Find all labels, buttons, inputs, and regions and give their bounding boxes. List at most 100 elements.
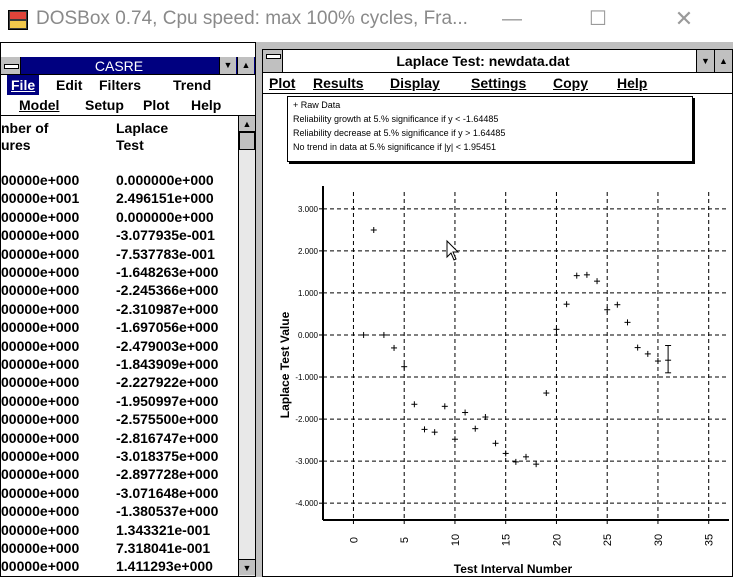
casre-titlebar[interactable]: CASRE ▼ ▲ [1, 57, 255, 75]
system-menu-icon[interactable] [1, 57, 21, 74]
menu-trend[interactable]: Trend [173, 77, 212, 93]
failure-count-cell: 00000e+001 [1, 190, 80, 207]
menu-plot[interactable]: Plot [269, 75, 296, 91]
x-tick-label: 15 [501, 534, 513, 546]
scroll-up-icon[interactable]: ▲ [239, 116, 255, 132]
laplace-value-cell: -3.018375e+000 [116, 448, 219, 464]
laplace-menubar: Plot Results Display Settings Copy Help [263, 73, 732, 94]
data-point [401, 363, 408, 370]
laplace-value-cell: -2.897728e+000 [116, 466, 219, 483]
x-tick-label: 0 [348, 537, 360, 543]
failure-count-cell: 00000e+000 [1, 300, 80, 317]
failure-count-cell: 00000e+000 [1, 282, 80, 299]
menu-filters[interactable]: Filters [99, 77, 142, 93]
laplace-value-cell: 0.000000e+000 [116, 172, 214, 188]
laplace-title: Laplace Test: newdata.dat [396, 53, 570, 69]
data-point [634, 344, 641, 351]
failure-count-cell: 00000e+000 [1, 245, 80, 262]
data-point [391, 344, 398, 351]
casre-vertical-scrollbar[interactable]: ▲ ▼ [238, 116, 255, 576]
laplace-window: Laplace Test: newdata.dat ▼ ▲ Plot Resul… [262, 49, 733, 577]
close-icon[interactable]: ✕ [674, 6, 694, 31]
data-point [644, 350, 651, 357]
casre-menubar-row1: File Edit Filters Trend [1, 75, 255, 95]
y-tick-label: 3.000 [298, 205, 319, 214]
chart-ticks: 3.000 2.000 1.000 0.000 -1.000 -2.000 -3.000 -4… [295, 205, 715, 546]
menu-file[interactable]: File [7, 75, 40, 95]
failure-count-cell: 00000e+000 [1, 466, 80, 483]
y-tick-label: -1.000 [295, 373, 318, 382]
failure-count-cell: 00000e+000 [1, 558, 80, 575]
chart-legend: + Raw Data Reliability growth at 5.% sig… [287, 96, 693, 162]
mouse-cursor-icon [446, 239, 460, 261]
failure-count-cell: 00000e+000 [1, 448, 80, 464]
laplace-value-cell: 2.496151e+000 [116, 190, 214, 207]
minimize-button[interactable]: ▼ [696, 50, 714, 72]
failure-count-cell: 00000e+000 [1, 172, 80, 188]
laplace-value-cell: 0.000000e+000 [116, 208, 214, 225]
dosbox-icon[interactable] [8, 10, 28, 30]
laplace-value-cell: -2.310987e+000 [116, 300, 219, 317]
data-point [431, 429, 438, 436]
failure-count-cell: 00000e+000 [1, 484, 80, 501]
data-point [380, 331, 387, 338]
y-tick-label: -2.000 [295, 415, 318, 424]
laplace-value-cell: -3.077935e-001 [116, 227, 215, 244]
x-tick-label: 25 [602, 534, 614, 546]
menu-plot[interactable]: Plot [143, 97, 170, 113]
y-axis-label: Laplace Test Value [278, 311, 292, 418]
failure-count-cell: 00000e+000 [1, 392, 80, 409]
maximize-button[interactable]: ▲ [237, 57, 254, 74]
x-tick-label: 35 [704, 534, 716, 546]
failure-count-cell: 00000e+000 [1, 411, 80, 428]
data-point [614, 301, 621, 308]
legend-growth: Reliability growth at 5.% significance i… [293, 114, 499, 124]
menu-help[interactable]: Help [617, 75, 648, 91]
laplace-value-cell: -1.648263e+000 [116, 264, 219, 280]
menu-copy[interactable]: Copy [553, 75, 588, 91]
menu-settings[interactable]: Settings [471, 75, 527, 91]
data-point [492, 440, 499, 447]
y-tick-label: 0.000 [298, 331, 319, 340]
minimize-icon[interactable]: — [502, 8, 522, 30]
laplace-value-cell: -2.227922e+000 [116, 374, 219, 391]
data-point [421, 426, 428, 433]
casre-window: CASRE ▼ ▲ File Edit Filters Trend Model … [0, 42, 256, 577]
scroll-down-icon[interactable]: ▼ [239, 559, 255, 575]
column-header-laplace: Laplace [116, 120, 169, 136]
maximize-button[interactable]: ▲ [714, 50, 732, 72]
dosbox-screen: CASRE ▼ ▲ File Edit Filters Trend Model … [0, 42, 733, 577]
laplace-value-cell: -2.479003e+000 [116, 337, 219, 354]
failure-count-cell: 00000e+000 [1, 503, 80, 520]
menu-model[interactable]: Model [19, 97, 60, 113]
menu-edit[interactable]: Edit [56, 77, 83, 93]
system-menu-icon[interactable] [263, 50, 283, 72]
menu-setup[interactable]: Setup [85, 97, 124, 113]
laplace-value-cell: -2.816747e+000 [116, 429, 219, 446]
data-point [411, 401, 418, 408]
data-point [482, 414, 489, 421]
column-header-failures-line2: ures [1, 137, 31, 153]
menu-help[interactable]: Help [191, 97, 222, 113]
scroll-thumb[interactable] [239, 132, 255, 150]
failure-count-cell: 00000e+000 [1, 356, 80, 372]
host-titlebar: DOSBox 0.74, Cpu speed: max 100% cycles,… [0, 0, 733, 42]
data-point [502, 450, 509, 457]
x-tick-label: 30 [653, 534, 665, 546]
minimize-button[interactable]: ▼ [219, 57, 236, 74]
failure-count-cell: 00000e+000 [1, 337, 80, 354]
menu-display[interactable]: Display [390, 75, 440, 91]
data-point [451, 436, 458, 443]
data-point [604, 306, 611, 313]
x-tick-label: 20 [551, 534, 563, 546]
menu-results[interactable]: Results [313, 75, 364, 91]
laplace-titlebar[interactable]: Laplace Test: newdata.dat ▼ ▲ [263, 50, 732, 73]
laplace-value-cell: -3.071648e+000 [116, 484, 219, 501]
maximize-icon[interactable]: ☐ [589, 8, 607, 30]
column-header-laplace-line2: Test [116, 137, 144, 153]
data-point [462, 409, 469, 416]
casre-menubar-row2: Model Setup Plot Help [1, 95, 255, 116]
data-point [512, 458, 519, 465]
laplace-value-cell: -2.575500e+000 [116, 411, 219, 428]
failure-count-cell: 00000e+000 [1, 521, 80, 538]
